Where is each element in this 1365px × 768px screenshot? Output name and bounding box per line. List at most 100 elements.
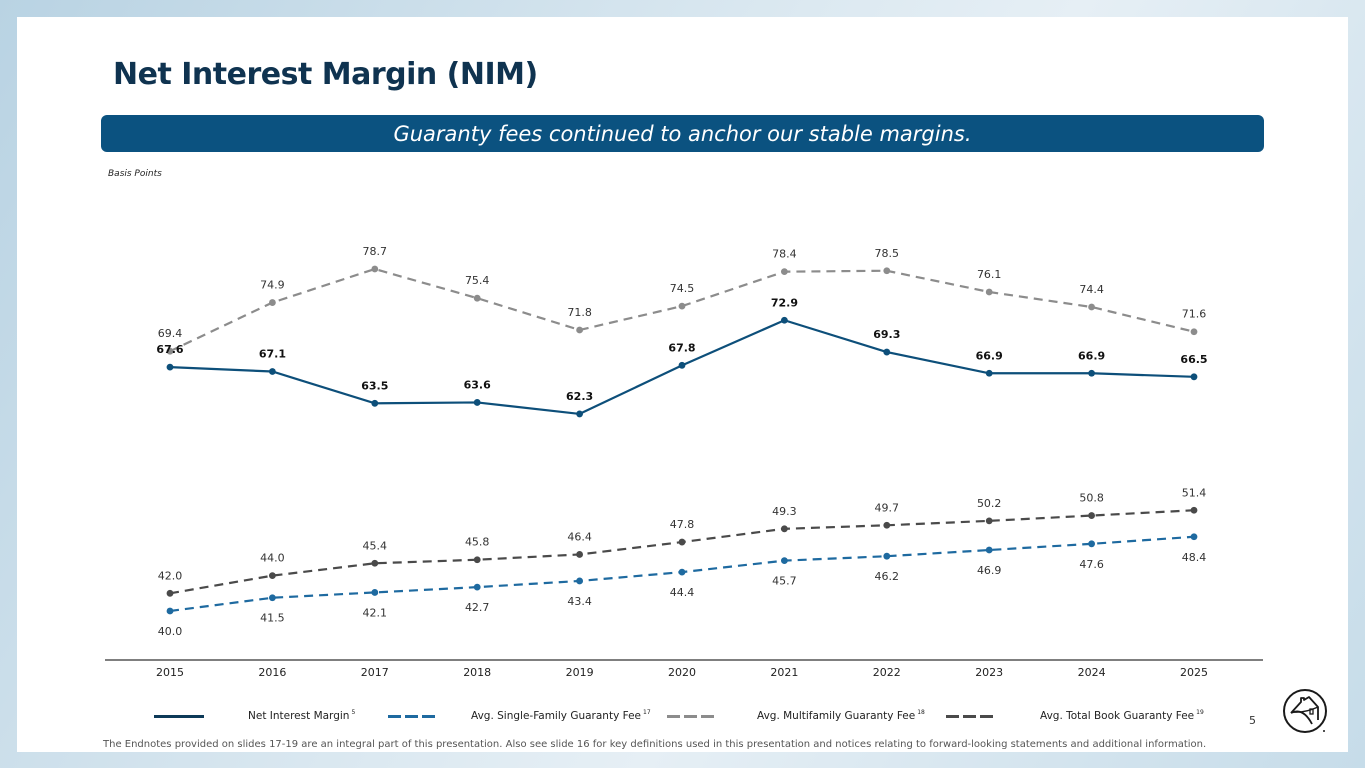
- legend-swatch-dashed-line: [388, 715, 435, 718]
- data-point-avg-total-book-guaranty-fee: [781, 525, 788, 533]
- data-point-avg-multifamily-guaranty-fee: [985, 288, 993, 296]
- data-label-avg-total-book-guaranty-fee: 49.7: [875, 501, 900, 514]
- nim-line-chart: 2015 2016 2017 2018 2019 2020 2021 2022 2023 2024…: [105, 245, 1263, 679]
- slide: Net Interest Margin (NIM) Guaranty fees …: [17, 17, 1348, 752]
- data-label-net-interest-margin: 67.8: [668, 341, 695, 354]
- legend-label: Avg. Multifamily Guaranty Fee: [757, 710, 916, 722]
- legend-label: Avg. Single-Family Guaranty Fee: [471, 710, 641, 722]
- data-label-net-interest-margin: 67.6: [156, 343, 183, 356]
- data-point-net-interest-margin: [371, 399, 379, 407]
- data-label-avg-single-family-guaranty-fee: 45.7: [772, 575, 797, 588]
- data-label-avg-multifamily-guaranty-fee: 71.6: [1182, 308, 1207, 321]
- house-circle-logo-icon: [1283, 689, 1327, 733]
- data-label-avg-multifamily-guaranty-fee: 74.9: [260, 279, 285, 292]
- data-point-avg-multifamily-guaranty-fee: [883, 267, 891, 275]
- chart-legend: Net Interest Margin 5 Avg. Single-Family …: [17, 707, 1348, 727]
- data-point-avg-total-book-guaranty-fee: [473, 556, 481, 564]
- x-tick-label: 2019: [566, 666, 594, 679]
- data-point-avg-multifamily-guaranty-fee: [473, 294, 481, 302]
- data-point-avg-single-family-guaranty-fee: [473, 583, 481, 591]
- data-label-avg-total-book-guaranty-fee: 46.4: [567, 530, 592, 543]
- data-label-avg-multifamily-guaranty-fee: 76.1: [977, 268, 1002, 281]
- endnotes-disclaimer: The Endnotes provided on slides 17-19 ar…: [103, 739, 1207, 750]
- data-point-avg-single-family-guaranty-fee: [678, 568, 686, 576]
- x-tick-label: 2016: [258, 666, 286, 679]
- x-tick-label: 2023: [975, 666, 1003, 679]
- data-label-net-interest-margin: 66.5: [1180, 353, 1207, 366]
- series-line-avg-multifamily-guaranty-fee: [169, 267, 1195, 353]
- data-label-net-interest-margin: 66.9: [1078, 349, 1105, 362]
- data-point-avg-single-family-guaranty-fee: [781, 557, 788, 565]
- data-label-net-interest-margin: 69.3: [873, 328, 900, 341]
- data-label-net-interest-margin: 63.6: [464, 378, 491, 391]
- data-label-avg-total-book-guaranty-fee: 50.2: [977, 497, 1002, 510]
- data-label-avg-multifamily-guaranty-fee: 69.4: [158, 327, 183, 340]
- x-tick-label: 2017: [361, 666, 389, 679]
- data-point-avg-single-family-guaranty-fee: [985, 546, 993, 554]
- data-point-avg-single-family-guaranty-fee: [576, 577, 583, 585]
- legend-swatch-dashed-line: [946, 715, 993, 718]
- headline-banner: Guaranty fees continued to anchor our st…: [101, 115, 1264, 152]
- legend-swatch-dashed-line: [667, 715, 714, 718]
- legend-label: Net Interest Margin: [248, 710, 350, 722]
- x-tick-label: 2015: [156, 666, 184, 679]
- data-point-net-interest-margin: [985, 369, 993, 377]
- data-label-avg-multifamily-guaranty-fee: 75.4: [465, 274, 490, 287]
- data-label-avg-multifamily-guaranty-fee: 74.4: [1079, 283, 1104, 296]
- data-label-avg-single-family-guaranty-fee: 43.4: [567, 595, 592, 608]
- data-label-net-interest-margin: 67.1: [259, 348, 286, 361]
- data-label-avg-single-family-guaranty-fee: 40.0: [158, 625, 183, 638]
- data-point-avg-total-book-guaranty-fee: [883, 521, 891, 529]
- data-point-net-interest-margin: [269, 368, 276, 375]
- data-point-avg-single-family-guaranty-fee: [883, 552, 891, 560]
- data-label-avg-total-book-guaranty-fee: 45.4: [363, 539, 388, 552]
- endnote-ref: 18: [917, 709, 925, 716]
- data-point-avg-multifamily-guaranty-fee: [678, 302, 686, 310]
- data-point-avg-single-family-guaranty-fee: [1088, 540, 1095, 548]
- data-point-avg-total-book-guaranty-fee: [1088, 512, 1095, 519]
- data-label-avg-total-book-guaranty-fee: 49.3: [772, 505, 797, 518]
- page-number: 5: [1249, 714, 1256, 727]
- data-label-avg-single-family-guaranty-fee: 42.1: [363, 606, 388, 619]
- data-point-net-interest-margin: [1190, 373, 1198, 381]
- x-tick-label: 2020: [668, 666, 696, 679]
- data-label-net-interest-margin: 72.9: [771, 296, 798, 309]
- endnote-ref: 17: [643, 709, 651, 716]
- data-point-avg-single-family-guaranty-fee: [166, 607, 174, 615]
- data-label-avg-single-family-guaranty-fee: 41.5: [260, 612, 285, 625]
- data-label-net-interest-margin: 63.5: [361, 379, 388, 392]
- data-label-avg-total-book-guaranty-fee: 50.8: [1079, 492, 1104, 505]
- legend-label: Avg. Total Book Guaranty Fee: [1040, 710, 1195, 722]
- data-point-avg-multifamily-guaranty-fee: [371, 265, 379, 273]
- data-point-net-interest-margin: [473, 399, 481, 406]
- data-label-avg-total-book-guaranty-fee: 45.8: [465, 536, 490, 549]
- data-label-avg-total-book-guaranty-fee: 44.0: [260, 552, 285, 565]
- legend-swatch-solid-line: [154, 715, 204, 718]
- data-point-net-interest-margin: [1088, 369, 1095, 377]
- data-label-avg-total-book-guaranty-fee: 51.4: [1182, 486, 1207, 499]
- endnote-ref: 19: [1196, 709, 1204, 716]
- x-tick-label: 2018: [463, 666, 491, 679]
- page-title: Net Interest Margin (NIM): [113, 57, 538, 92]
- data-point-avg-total-book-guaranty-fee: [1190, 506, 1198, 514]
- data-point-avg-total-book-guaranty-fee: [678, 538, 686, 546]
- y-axis-units-label: Basis Points: [108, 169, 162, 179]
- x-tick-label: 2022: [873, 666, 901, 679]
- data-point-avg-single-family-guaranty-fee: [1190, 533, 1198, 541]
- data-label-avg-multifamily-guaranty-fee: 74.5: [670, 282, 695, 295]
- data-point-avg-total-book-guaranty-fee: [985, 517, 993, 525]
- data-label-avg-single-family-guaranty-fee: 47.6: [1079, 558, 1104, 571]
- endnote-ref: 5: [351, 709, 356, 716]
- x-tick-label: 2024: [1078, 666, 1106, 679]
- data-label-avg-single-family-guaranty-fee: 44.4: [670, 586, 695, 599]
- data-point-avg-total-book-guaranty-fee: [269, 572, 276, 580]
- data-label-avg-single-family-guaranty-fee: 48.4: [1182, 551, 1207, 564]
- data-point-avg-multifamily-guaranty-fee: [576, 326, 583, 334]
- data-label-net-interest-margin: 66.9: [976, 349, 1003, 362]
- data-label-avg-single-family-guaranty-fee: 46.9: [977, 564, 1002, 577]
- data-label-avg-total-book-guaranty-fee: 47.8: [670, 518, 695, 531]
- data-point-avg-single-family-guaranty-fee: [269, 594, 276, 602]
- data-point-avg-total-book-guaranty-fee: [371, 559, 379, 567]
- data-point-avg-multifamily-guaranty-fee: [1190, 328, 1198, 336]
- data-point-avg-total-book-guaranty-fee: [166, 589, 174, 597]
